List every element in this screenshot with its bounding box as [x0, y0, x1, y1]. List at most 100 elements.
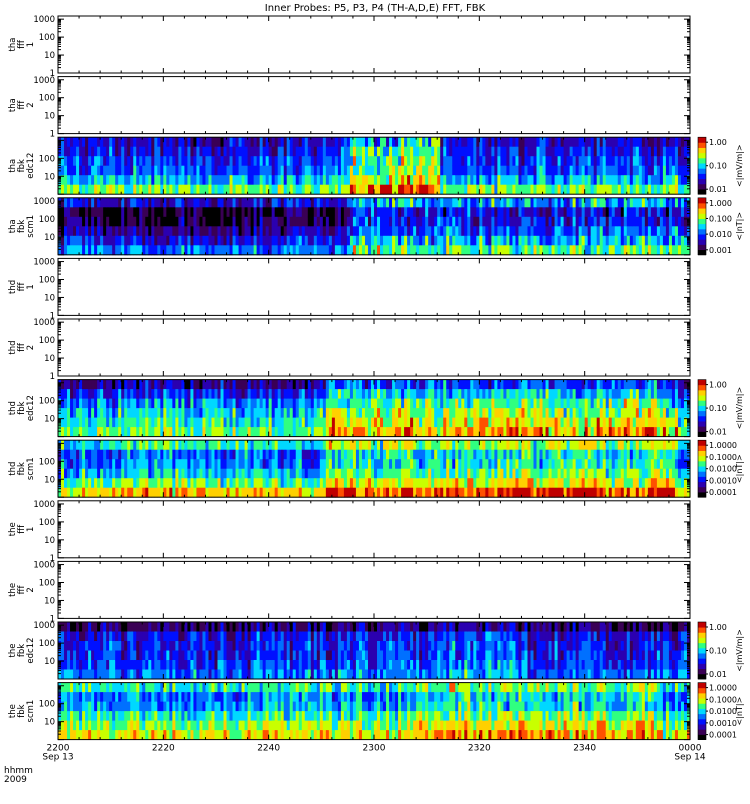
y-tick-label: 1000 [33, 197, 55, 207]
panel-label-line: 2 [26, 345, 36, 350]
spectrogram [58, 440, 691, 497]
y-tick-label: 100 [39, 215, 55, 225]
colorbar-segment [698, 406, 706, 412]
colorbar-segment [698, 168, 706, 174]
panel-label: thafbkscm1 [8, 215, 36, 238]
colorbar-segment [698, 142, 706, 148]
panel-frame [58, 258, 690, 315]
y-tick-label: 10 [44, 51, 55, 61]
panel-frame [58, 77, 690, 134]
y-tick-label: 10 [44, 293, 55, 303]
colorbar-segment [698, 431, 706, 437]
panel-thd-fff-2: 1000 100 10 1 thdfff2 [8, 318, 690, 382]
colorbar-segment [698, 213, 706, 219]
colorbar-tick-label: 0.10 [709, 404, 727, 413]
panel-thd-fbk-edc12: 100 10 thdfbkedc12 1.00 0.10 0.01 <|mV/m|> [8, 380, 744, 437]
colorbar-tick-label: 1.00 [709, 138, 727, 147]
panel-label: thdfff1 [8, 280, 36, 294]
panel-frame [58, 16, 690, 73]
y-tick-label: 1000 [33, 15, 55, 25]
y-tick-label: 100 [39, 154, 55, 164]
colorbar-segment [698, 153, 706, 159]
colorbar-tick-label: 1.000 [709, 199, 732, 208]
spectrogram [58, 137, 691, 194]
colorbar-segment [698, 390, 706, 396]
y-tick-label: 10 [44, 172, 55, 182]
y-tick-label: 10 [44, 112, 55, 122]
panel-label: thafff1 [8, 38, 36, 52]
y-tick-label: 100 [39, 336, 55, 346]
y-tick-label: 10 [44, 415, 55, 425]
spectrogram [58, 380, 691, 437]
colorbar-segment [698, 198, 706, 204]
colorbar-segment [698, 137, 706, 143]
colorbar-tick-label: 0.01 [709, 185, 727, 194]
chart-title: Inner Probes: P5, P3, P4 (TH-A,D,E) FFT,… [265, 3, 486, 14]
panel-label-line: 1 [26, 284, 36, 289]
colorbar-segment [698, 148, 706, 154]
panel-label: thdfbkedc12 [8, 395, 36, 421]
colorbar-segment [698, 224, 706, 230]
y-tick-label: 100 [39, 397, 55, 407]
panel-label-line: edc12 [26, 153, 36, 179]
colorbar-segment [698, 184, 706, 190]
colorbar-unit: <|mV/m|> [735, 387, 744, 430]
colorbar-segment [698, 179, 706, 185]
colorbar-segment [698, 416, 706, 422]
colorbar-segment [698, 400, 706, 406]
y-tick-label: 100 [39, 33, 55, 43]
panel-tha-fff-2: 1000 100 10 1 thafff2 [8, 76, 690, 140]
colorbar: 1.00 0.10 0.01 <|mV/m|> [698, 137, 744, 194]
colorbar-segment [698, 189, 706, 195]
colorbar: 1.00 0.10 0.01 <|mV/m|> [698, 380, 744, 437]
panel-label: thdfff2 [8, 340, 36, 354]
spectrogram [58, 198, 691, 255]
colorbar-segment [698, 250, 706, 256]
colorbar-segment [698, 208, 706, 214]
colorbar-tick-label: 0.10 [709, 162, 727, 171]
y-tick-label: 10 [44, 233, 55, 243]
y-tick-label: 1 [50, 130, 55, 140]
panel-label-line: 1 [26, 42, 36, 47]
panel-label: thafff2 [8, 98, 36, 112]
colorbar-segment [698, 385, 706, 391]
colorbar-segment [698, 421, 706, 427]
colorbar-tick-label: 0.010 [709, 230, 732, 239]
panel-label-line: edc12 [26, 395, 36, 421]
y-tick-label: 100 [39, 94, 55, 104]
y-tick-label: 100 [39, 276, 55, 286]
colorbar-segment [698, 395, 706, 401]
panel-tha-fbk-edc12: 100 10 thafbkedc12 1.00 0.10 0.01 <|mV/m|> [8, 137, 744, 194]
colorbar-segment [698, 158, 706, 164]
colorbar-segment [698, 234, 706, 240]
colorbar-tick-label: 0.100 [709, 214, 732, 223]
y-tick-label: 1000 [33, 318, 55, 328]
colorbar-segment [698, 219, 706, 225]
colorbar-segment [698, 203, 706, 209]
colorbar-segment [698, 173, 706, 179]
panels-group: 1000100101thafff11000100101thafff210010t… [8, 15, 744, 740]
panel-label: thafbkedc12 [8, 153, 36, 179]
colorbar-segment [698, 244, 706, 250]
panel-tha-fbk-scm1: 1000 100 10 thafbkscm1 1.000 0.100 0.010 0.001<… [8, 197, 744, 255]
colorbar-segment [698, 411, 706, 417]
y-tick-label: 10 [44, 354, 55, 364]
panel-frame [58, 319, 690, 376]
panel-label-line: scm1 [26, 215, 36, 238]
y-tick-label: 1 [50, 372, 55, 382]
y-tick-label: 1000 [33, 258, 55, 268]
panel-thd-fbk-scm1: 10010thdfbkscm11.00000.10000.01000.00100… [8, 440, 744, 497]
colorbar-unit: <|mV/m|> [735, 144, 744, 187]
colorbar-segment [698, 229, 706, 235]
colorbar-segment [698, 426, 706, 432]
colorbar: 1.000 0.100 0.010 0.001<|nT|> [698, 198, 744, 255]
colorbar-segment [698, 239, 706, 245]
colorbar-tick-label: 0.001 [709, 246, 732, 255]
colorbar-tick-label: 1.00 [709, 381, 727, 390]
y-tick-label: 1000 [33, 76, 55, 86]
colorbar-tick-label: 0.01 [709, 428, 727, 437]
colorbar-unit: <|nT|> [735, 212, 744, 241]
